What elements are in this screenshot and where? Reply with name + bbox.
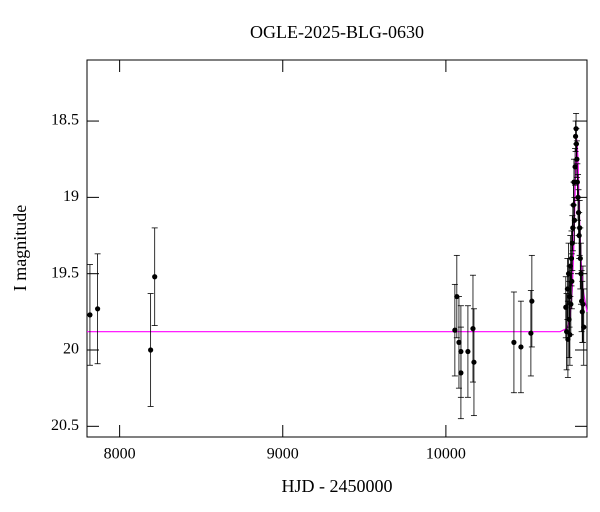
y-tick-label: 19 [63, 188, 79, 205]
data-point [575, 194, 581, 200]
data-point [569, 278, 575, 284]
data-point [566, 316, 572, 323]
y-tick-label: 20.5 [51, 417, 79, 434]
data-point [574, 156, 580, 162]
data-point [568, 301, 574, 307]
data-point [572, 133, 579, 139]
data-point [576, 232, 582, 239]
data-point [465, 348, 471, 355]
data-point [578, 271, 584, 277]
x-tick-label: 8000 [104, 446, 136, 463]
model-curve [87, 139, 588, 333]
data-point [572, 164, 578, 170]
data-point [471, 359, 477, 365]
data-point [580, 301, 586, 307]
data-point [152, 274, 158, 280]
data-point [528, 330, 534, 336]
data-point [95, 306, 101, 312]
x-axis-label: HJD - 2450000 [282, 476, 393, 496]
y-tick-label: 19.5 [51, 264, 79, 281]
y-tick-label: 20 [63, 341, 79, 358]
data-point [573, 141, 579, 147]
x-tick-label: 9000 [267, 446, 299, 463]
data-point [518, 344, 524, 350]
data-point [511, 339, 517, 345]
data-point [458, 370, 464, 376]
y-axis-label: I magnitude [10, 205, 30, 291]
data-point [87, 312, 93, 318]
data-point [452, 327, 458, 333]
data-point [581, 324, 587, 330]
data-point [571, 217, 578, 223]
x-tick-label: 10000 [426, 446, 466, 463]
data-point [456, 339, 462, 345]
plot-frame [86, 59, 588, 438]
data-point [148, 347, 154, 353]
chart-title: OGLE-2025-BLG-0630 [250, 22, 424, 42]
y-tick-label: 18.5 [51, 112, 79, 129]
data-point [529, 298, 535, 304]
data-point [577, 255, 583, 262]
data-point [574, 179, 580, 185]
data-point [470, 326, 476, 332]
